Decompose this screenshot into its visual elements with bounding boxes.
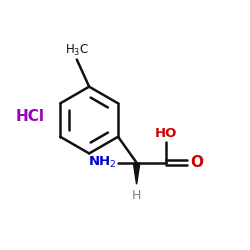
Text: H: H (132, 189, 141, 202)
Text: HO: HO (155, 127, 178, 140)
Polygon shape (134, 163, 140, 184)
Text: NH$_2$: NH$_2$ (88, 155, 117, 170)
Text: HCl: HCl (15, 109, 44, 124)
Text: O: O (190, 155, 203, 170)
Text: H$_3$C: H$_3$C (65, 42, 89, 58)
